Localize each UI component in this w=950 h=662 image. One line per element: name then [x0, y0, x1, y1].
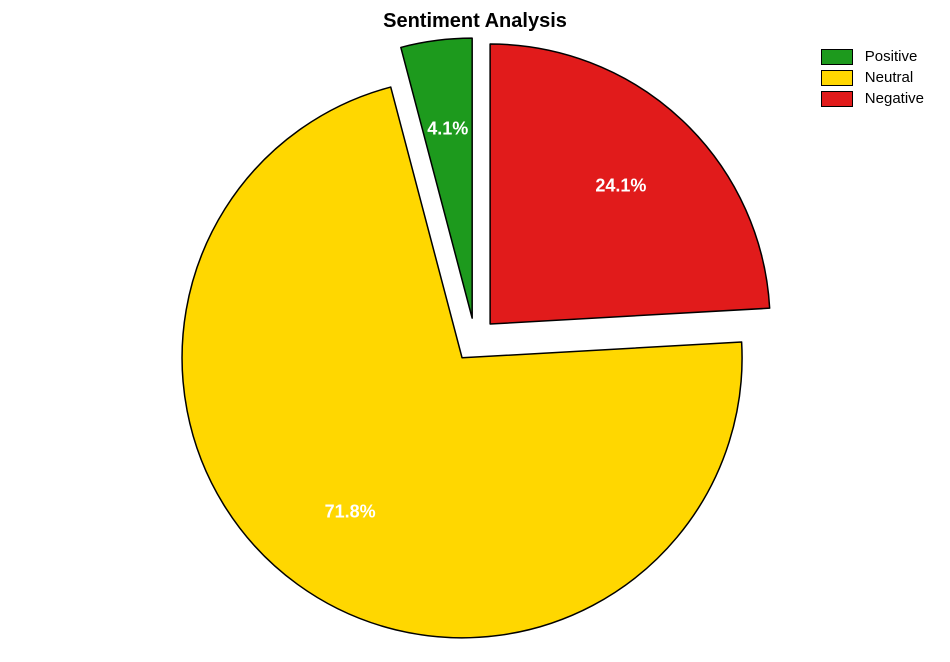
pct-label-positive: 4.1% — [427, 119, 468, 140]
legend-label: Negative — [865, 90, 924, 107]
legend-swatch — [821, 49, 853, 65]
legend-item: Positive — [821, 48, 924, 65]
legend-item: Neutral — [821, 69, 924, 86]
legend-label: Neutral — [865, 69, 913, 86]
pct-label-neutral: 71.8% — [325, 501, 376, 522]
legend-swatch — [821, 91, 853, 107]
legend: Positive Neutral Negative — [821, 48, 924, 111]
legend-item: Negative — [821, 90, 924, 107]
pie-chart — [0, 0, 950, 662]
pct-label-negative: 24.1% — [595, 175, 646, 196]
legend-label: Positive — [865, 48, 918, 65]
legend-swatch — [821, 70, 853, 86]
